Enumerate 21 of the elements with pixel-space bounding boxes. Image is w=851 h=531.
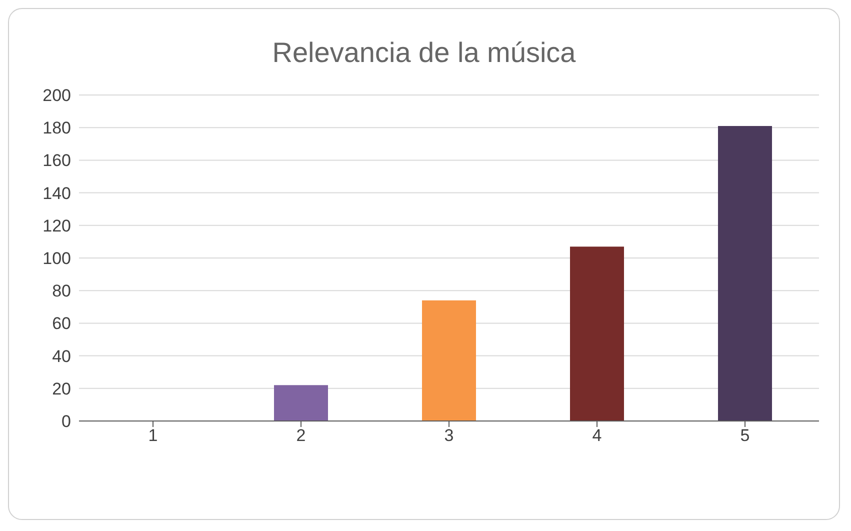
y-tick-label: 40 <box>52 346 71 366</box>
y-tick-label: 160 <box>42 151 71 170</box>
bar <box>422 300 476 421</box>
y-tick-label: 100 <box>42 249 71 268</box>
y-tick-label: 180 <box>42 118 71 138</box>
x-tick-label: 3 <box>444 426 454 446</box>
y-tick-label: 120 <box>42 216 71 236</box>
x-tick-label: 4 <box>592 426 602 446</box>
bar <box>570 246 624 421</box>
chart-title: Relevancia de la música <box>271 36 577 70</box>
x-tick-label: 1 <box>148 426 158 446</box>
bar <box>718 126 772 421</box>
y-tick-label: 20 <box>52 379 71 398</box>
x-tick-label: 5 <box>740 426 750 446</box>
bar <box>274 385 328 421</box>
y-tick-label: 80 <box>52 282 71 301</box>
y-tick-label: 140 <box>42 184 71 203</box>
y-tick-label: 0 <box>62 412 71 432</box>
y-tick-label: 200 <box>42 86 71 106</box>
y-tick-label: 60 <box>52 314 71 334</box>
x-tick-label: 2 <box>296 426 306 446</box>
